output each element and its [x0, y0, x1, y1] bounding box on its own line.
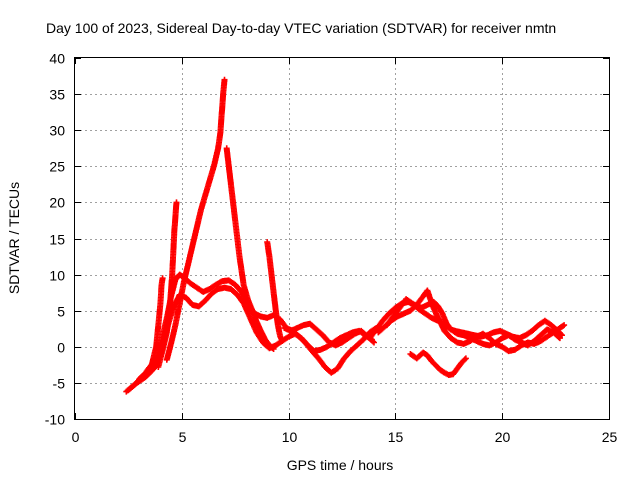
series-track-k	[383, 296, 563, 349]
y-tick-label: 20	[49, 195, 65, 211]
series-track-e	[163, 76, 228, 363]
y-tick-label: 30	[49, 123, 65, 139]
data-point	[561, 322, 568, 329]
data-point	[370, 338, 376, 345]
x-tick-label: 10	[282, 429, 298, 445]
axis-tick-labels: 0 5 10 15 20 25 -10 -5 0 5 10 15 20 25 30 35 40	[45, 51, 618, 446]
data-point	[173, 199, 180, 206]
y-tick-label: 10	[49, 268, 65, 284]
y-tick-label: 40	[49, 51, 65, 67]
data-point	[159, 275, 166, 282]
x-tick-label: 5	[179, 429, 187, 445]
x-axis-label: GPS time / hours	[287, 457, 394, 473]
data-series	[123, 76, 568, 395]
y-tick-label: 15	[49, 232, 65, 248]
y-axis-label: SDTVAR / TECUs	[6, 182, 22, 294]
series-track-l	[407, 349, 469, 378]
data-point	[462, 355, 469, 362]
axis-ticks	[75, 58, 610, 420]
data-point	[555, 334, 562, 341]
series-track-g	[264, 239, 286, 344]
plot-frame	[74, 57, 610, 420]
y-tick-label: 25	[49, 159, 65, 175]
x-tick-label: 0	[72, 429, 80, 445]
chart-title: Day 100 of 2023, Sidereal Day-to-day VTE…	[46, 20, 556, 36]
y-tick-label: -5	[53, 376, 66, 392]
data-point	[371, 339, 377, 346]
y-tick-label: 0	[57, 340, 65, 356]
x-tick-label: 20	[495, 429, 511, 445]
y-tick-label: 5	[57, 304, 65, 320]
data-point	[461, 356, 468, 363]
data-point	[270, 346, 277, 352]
y-tick-label: -10	[45, 412, 65, 428]
data-point	[221, 76, 228, 83]
x-tick-label: 25	[602, 429, 618, 445]
series-track-f	[223, 145, 277, 352]
data-point	[279, 338, 286, 344]
series-track-c	[136, 275, 166, 383]
series-track-j	[375, 287, 568, 355]
data-point	[269, 345, 276, 352]
series-track-d	[155, 199, 180, 370]
data-point	[556, 335, 563, 342]
x-tick-label: 15	[388, 429, 404, 445]
y-tick-label: 35	[49, 87, 65, 103]
